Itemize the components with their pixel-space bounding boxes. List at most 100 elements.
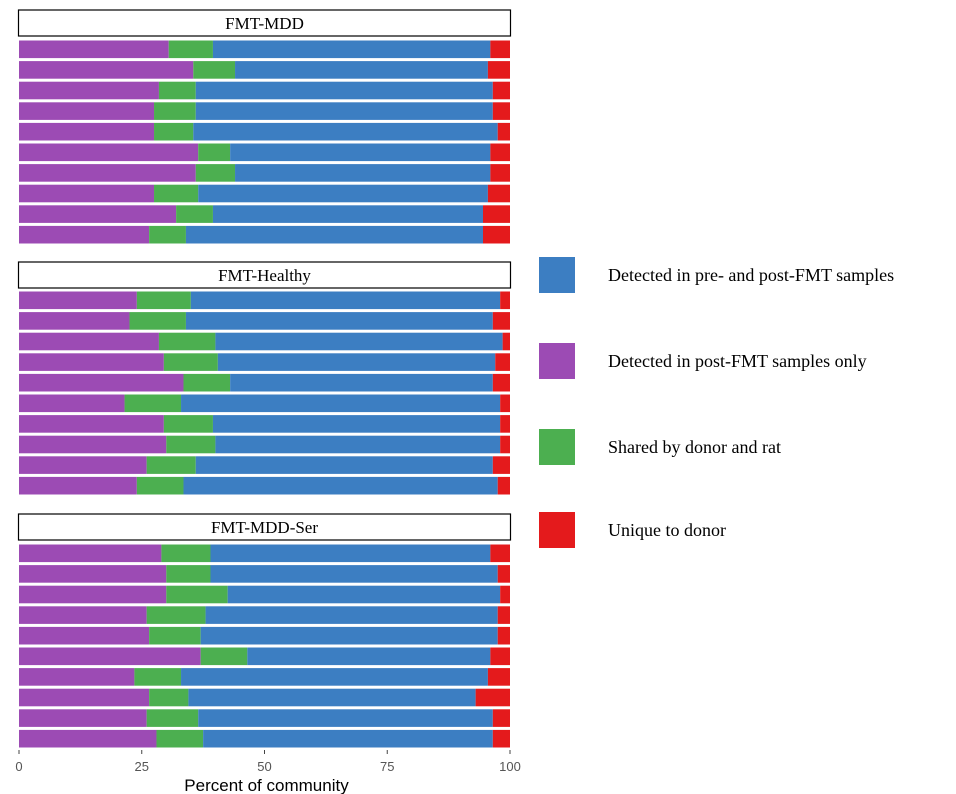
bar-segment-pre-post xyxy=(217,353,496,371)
bar-segment-unique xyxy=(497,476,510,495)
bar-segment-post-only xyxy=(19,565,167,583)
bar-segment-pre-post xyxy=(198,709,493,727)
bar-segment-post-only xyxy=(19,435,167,454)
bar-segment-pre-post xyxy=(195,102,493,120)
bar-segment-unique xyxy=(490,544,510,563)
bar-segment-unique xyxy=(492,729,510,748)
bar-segment-shared xyxy=(146,709,199,727)
bar-segment-post-only xyxy=(19,40,169,59)
bar-segment-post-only xyxy=(19,312,130,330)
bar-segment-unique xyxy=(497,606,510,624)
bar-segment-pre-post xyxy=(193,122,498,141)
x-axis-title: Percent of community xyxy=(184,776,349,794)
panel-title: FMT-Healthy xyxy=(218,266,311,285)
bar-segment-shared xyxy=(124,394,182,413)
bar-segment-shared xyxy=(193,61,236,79)
bar-segment-shared xyxy=(161,544,211,563)
bar-segment-post-only xyxy=(19,544,162,563)
bar-segment-pre-post xyxy=(203,729,493,748)
bar-segment-unique xyxy=(487,61,510,79)
bar-segment-shared xyxy=(149,225,186,244)
bar-segment-pre-post xyxy=(212,40,491,59)
bar-segment-unique xyxy=(490,647,510,666)
bar-segment-shared xyxy=(198,143,231,162)
bar-segment-pre-post xyxy=(235,164,491,182)
panel-header-box xyxy=(17,261,512,289)
bar-segment-shared xyxy=(166,435,216,454)
bar-segment-post-only xyxy=(19,353,164,371)
legend-label: Detected in post-FMT samples only xyxy=(608,351,867,371)
bar-segment-unique xyxy=(490,143,510,162)
bar-segment-unique xyxy=(497,122,510,141)
bar-segment-pre-post xyxy=(210,565,498,583)
bar-segment-unique xyxy=(482,225,510,244)
bar-segment-pre-post xyxy=(181,394,501,413)
bar-segment-pre-post xyxy=(190,291,501,310)
bar-segment-post-only xyxy=(19,585,167,604)
x-tick-label: 0 xyxy=(15,759,22,774)
bar-segment-unique xyxy=(500,415,510,433)
bar-segment-unique xyxy=(500,291,510,310)
x-tick-label: 50 xyxy=(257,759,271,774)
x-tick-label: 25 xyxy=(135,759,149,774)
bar-segment-shared xyxy=(129,312,186,330)
bar-segment-shared xyxy=(176,205,213,223)
bar-segment-shared xyxy=(136,476,184,495)
bar-segment-post-only xyxy=(19,373,184,392)
bar-segment-shared xyxy=(136,291,191,310)
bar-segment-post-only xyxy=(19,102,155,120)
bar-segment-post-only xyxy=(19,647,201,666)
bar-segment-post-only xyxy=(19,164,196,182)
bar-segment-unique xyxy=(490,164,510,182)
bar-segment-shared xyxy=(158,332,216,351)
bar-segment-unique xyxy=(482,205,510,223)
bar-segment-unique xyxy=(475,688,510,707)
x-tick-label: 75 xyxy=(380,759,394,774)
bar-segment-pre-post xyxy=(227,585,501,604)
legend-key-shared xyxy=(539,429,575,465)
bar-segment-shared xyxy=(166,585,228,604)
bar-segment-pre-post xyxy=(188,688,476,707)
bar-segment-shared xyxy=(168,40,213,59)
bar-segment-post-only xyxy=(19,626,150,645)
bar-segment-shared xyxy=(163,353,218,371)
bar-segment-post-only xyxy=(19,394,125,413)
bar-segment-unique xyxy=(502,332,510,351)
bar-segment-unique xyxy=(492,312,510,330)
bar-segment-unique xyxy=(492,373,510,392)
legend-key-post-only xyxy=(539,343,575,379)
bar-segment-shared xyxy=(163,415,213,433)
bar-segment-unique xyxy=(487,184,510,203)
bar-segment-shared xyxy=(195,164,236,182)
bar-segment-shared xyxy=(183,373,231,392)
bar-segment-post-only xyxy=(19,415,164,433)
panel-title: FMT-MDD xyxy=(225,14,304,33)
bar-segment-shared xyxy=(154,102,196,120)
bar-segment-post-only xyxy=(19,122,155,141)
legend-key-pre-post xyxy=(539,257,575,293)
bar-segment-post-only xyxy=(19,205,177,223)
bar-segment-shared xyxy=(154,184,199,203)
bar-segment-post-only xyxy=(19,225,150,244)
bar-segment-pre-post xyxy=(181,668,488,686)
panel-header-box xyxy=(17,9,512,37)
bar-segment-pre-post xyxy=(185,312,493,330)
bar-segment-pre-post xyxy=(210,544,491,563)
legend-key-unique xyxy=(539,512,575,548)
bar-segment-shared xyxy=(149,688,189,707)
bar-segment-shared xyxy=(158,81,196,100)
bar-segment-pre-post xyxy=(235,61,488,79)
panel-title: FMT-MDD-Ser xyxy=(211,518,318,537)
bar-segment-shared xyxy=(200,647,248,666)
bar-segment-post-only xyxy=(19,81,159,100)
legend-label: Unique to donor xyxy=(608,520,726,540)
bar-segment-unique xyxy=(487,668,510,686)
bar-segment-shared xyxy=(134,668,182,686)
bar-segment-post-only xyxy=(19,709,147,727)
bar-segment-post-only xyxy=(19,606,147,624)
bar-segment-pre-post xyxy=(183,476,498,495)
legend-label: Detected in pre- and post-FMT samples xyxy=(608,265,894,285)
bar-segment-unique xyxy=(497,565,510,583)
bar-segment-shared xyxy=(156,729,204,748)
